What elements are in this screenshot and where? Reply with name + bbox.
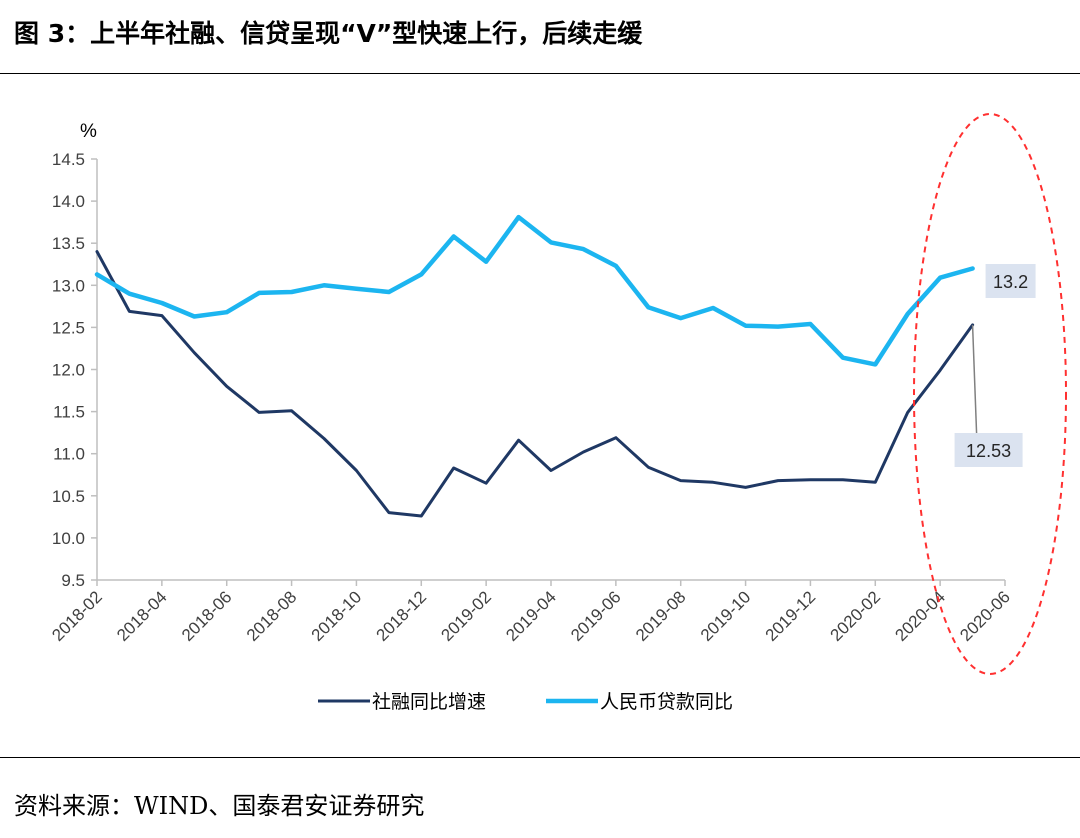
y-tick-label: 14.0 [52,192,85,211]
y-tick-label: 13.0 [52,276,85,295]
y-axis-unit: % [80,121,97,142]
callout-label: 13.2 [993,272,1028,292]
figure-title: 图 3：上半年社融、信贷呈现“V”型快速上行，后续走缓 [14,19,643,48]
x-tick-label: 2019-12 [762,587,820,645]
callout-box [985,264,1036,298]
x-tick-label: 2018-10 [308,587,366,645]
x-tick-label: 2020-06 [956,587,1014,645]
y-tick-label: 10.5 [52,487,85,506]
y-tick-label: 11.5 [53,403,85,422]
x-tick-label: 2018-12 [373,587,431,645]
legend-label-1: 社融同比增速 [372,691,486,713]
x-tick-label: 2018-04 [113,587,171,645]
y-tick-label: 11.0 [53,445,85,464]
callout-box [954,433,1023,467]
chart: 9.5 10.0 10.5 11.0 11.5 12.0 12.5 13.0 13.5 14.0 1… [48,113,1067,713]
x-tick-label: 2019-04 [502,587,560,645]
y-tick-label: 9.5 [61,571,85,590]
y-tick-label: 10.0 [52,529,85,548]
y-tick-label: 12.0 [52,361,85,380]
chart-annotations: 13.2 12.53 [913,113,1067,675]
y-tick-label: 13.5 [52,234,85,253]
chart-legend: 社融同比增速 人民币贷款同比 [318,691,733,713]
x-tick-label: 2019-06 [567,587,625,645]
y-tick-label: 12.5 [52,318,85,337]
highlight-ellipse [913,113,1067,675]
x-tick-label: 2020-02 [827,587,885,645]
chart-series-layer [94,214,975,518]
chart-axes: 9.5 10.0 10.5 11.0 11.5 12.0 12.5 13.0 13.5 14.0 1… [48,121,1014,645]
x-tick-label: 2019-08 [632,587,690,645]
series-line-2 [94,214,975,367]
callout-leader [971,324,978,434]
x-tick-label: 2018-02 [48,587,106,645]
x-tick-label: 2019-02 [437,587,495,645]
legend-label-2: 人民币贷款同比 [600,691,733,713]
x-tick-label: 2019-10 [697,587,755,645]
source-note: 资料来源：WIND、国泰君安证券研究 [14,792,425,820]
x-tick-label: 2018-06 [178,587,236,645]
x-tick-label: 2018-08 [243,587,301,645]
bottom-rule [0,757,1080,758]
y-tick-label: 14.5 [52,150,85,169]
top-rule [0,73,1080,74]
x-tick-label: 2020-04 [891,587,949,645]
callout-label: 12.53 [966,441,1011,461]
series-line-1 [95,250,975,518]
